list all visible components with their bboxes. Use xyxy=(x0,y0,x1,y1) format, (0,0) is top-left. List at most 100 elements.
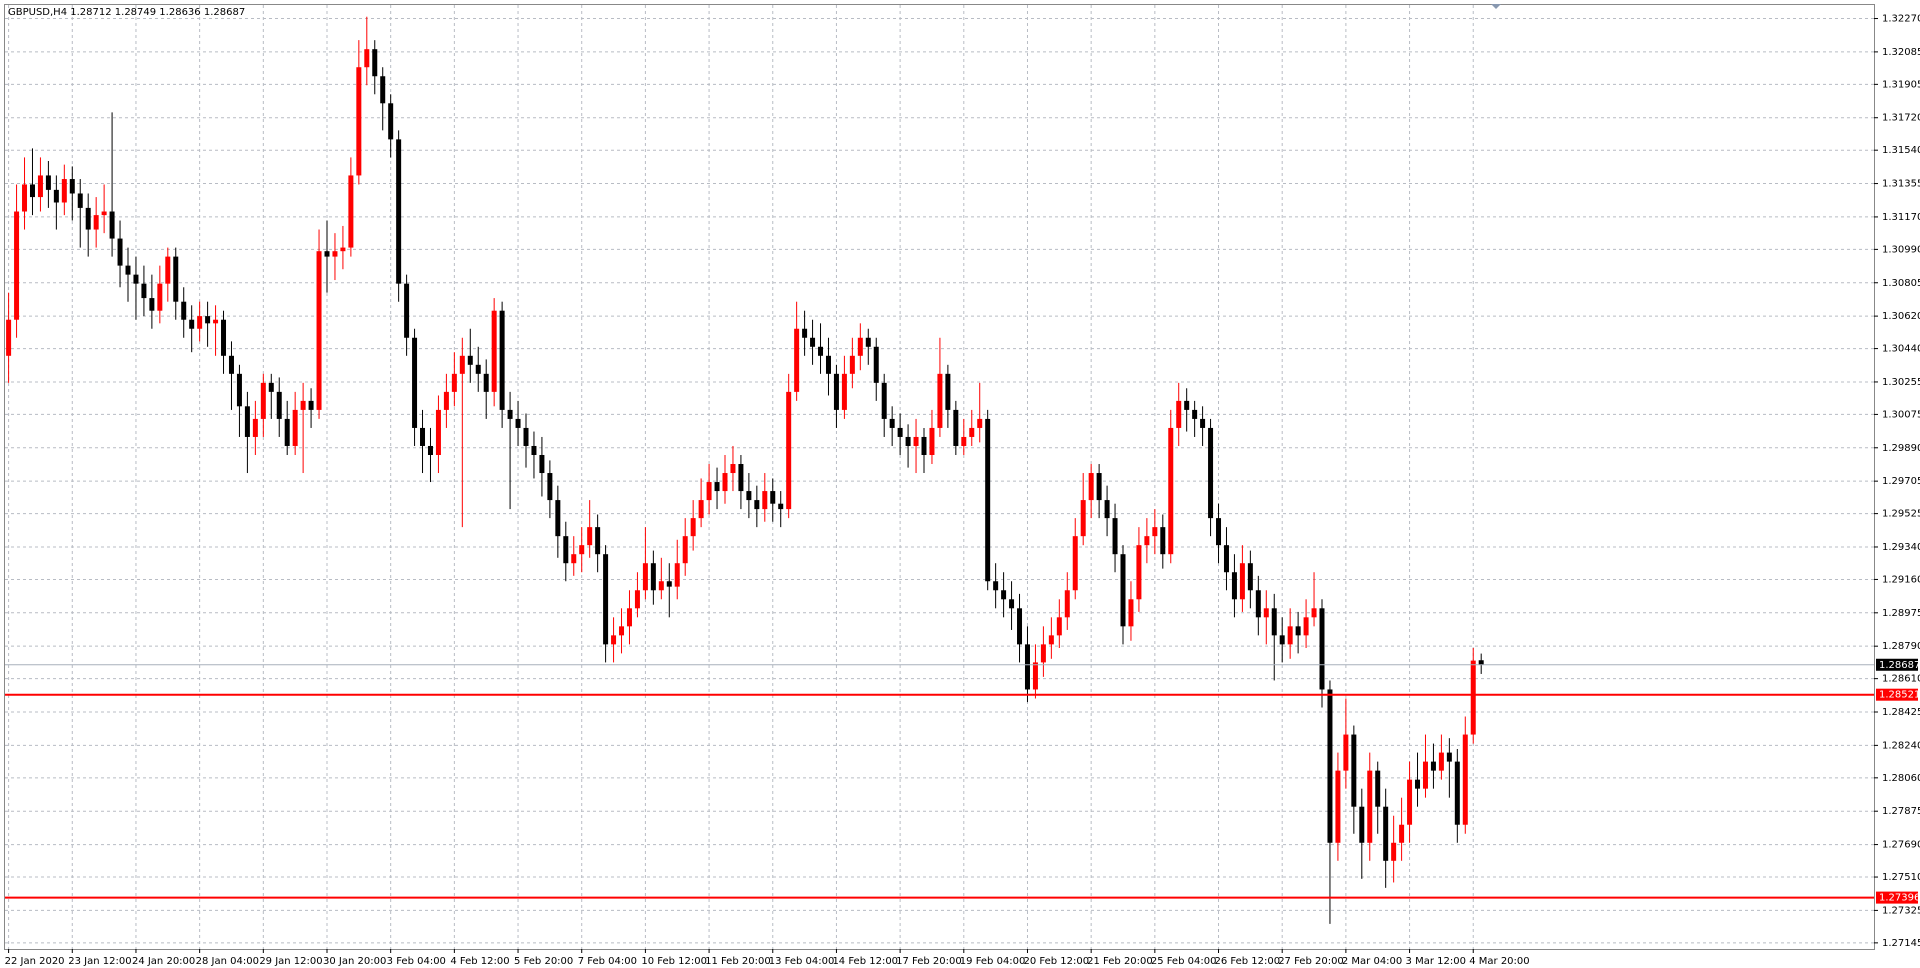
candle-body xyxy=(45,175,51,190)
candle-body xyxy=(833,373,839,410)
scroll-marker xyxy=(1491,4,1501,9)
axes: 1.32270 1.32085 1.31905 1.31720 1.31540 1.313… xyxy=(5,14,1920,967)
candle-body xyxy=(563,536,569,564)
candle-body xyxy=(308,400,314,410)
candle-body xyxy=(1462,734,1468,825)
candle-body xyxy=(316,251,322,410)
candle-body xyxy=(746,491,752,501)
candle-body xyxy=(133,274,139,284)
candle-body xyxy=(1040,644,1046,663)
candle-body xyxy=(165,256,171,284)
candle-body xyxy=(905,436,911,446)
candle-body xyxy=(1422,761,1428,789)
candle-body xyxy=(706,482,712,501)
x-tick-label: 17 Feb 20:00 xyxy=(896,956,962,967)
y-tick-label: 1.31720 xyxy=(1882,113,1920,124)
candle-body xyxy=(1176,400,1182,428)
candle-body xyxy=(332,251,338,257)
x-tick-label: 10 Feb 12:00 xyxy=(641,956,707,967)
candle-body xyxy=(1287,626,1293,645)
candle-body xyxy=(435,409,441,455)
candle-body xyxy=(1279,635,1285,645)
candle-body xyxy=(1391,842,1397,861)
candle-body xyxy=(515,418,521,428)
candle-body xyxy=(714,482,720,492)
candle-body xyxy=(1454,761,1460,825)
candle-body xyxy=(1208,427,1214,519)
candle-body xyxy=(1096,473,1102,501)
plot-area xyxy=(4,4,1875,950)
candle-body xyxy=(197,316,203,329)
candle-body xyxy=(499,310,505,410)
candle-body xyxy=(1009,599,1015,609)
grid xyxy=(5,5,1874,949)
candle-body xyxy=(945,373,951,410)
candle-body xyxy=(762,491,768,510)
x-tick-label: 24 Jan 20:00 xyxy=(132,956,195,967)
candle-body xyxy=(579,545,585,555)
candle-body xyxy=(1319,608,1325,690)
candle-body xyxy=(523,427,529,446)
candle-body xyxy=(642,563,648,591)
candle-body xyxy=(977,418,983,428)
candle-body xyxy=(1192,409,1198,419)
candle-body xyxy=(1048,635,1054,645)
candle-body xyxy=(1478,660,1484,665)
y-tick-label: 1.30805 xyxy=(1882,278,1920,289)
candle-body xyxy=(443,391,449,410)
candle-body xyxy=(857,337,863,356)
candle-body xyxy=(961,436,967,446)
x-tick-label: 4 Mar 20:00 xyxy=(1469,956,1529,967)
candle-body xyxy=(228,355,234,374)
y-tick-label: 1.27690 xyxy=(1882,840,1920,851)
x-tick-label: 3 Feb 04:00 xyxy=(387,956,446,967)
candle-body xyxy=(1088,473,1094,501)
candle-body xyxy=(634,590,640,609)
x-tick-label: 11 Feb 20:00 xyxy=(705,956,771,967)
candle-body xyxy=(571,554,577,564)
candle-body xyxy=(1383,806,1389,861)
candle-body xyxy=(1184,400,1190,410)
x-tick-label: 21 Feb 20:00 xyxy=(1087,956,1153,967)
candle-body xyxy=(1200,418,1206,428)
candle-body xyxy=(141,283,147,299)
candle-body xyxy=(37,175,43,198)
candle-body xyxy=(117,238,123,266)
candle-body xyxy=(268,382,274,392)
y-tick-label: 1.28425 xyxy=(1882,707,1920,718)
candle-body xyxy=(427,445,433,455)
candle-body xyxy=(1024,644,1030,690)
candle-body xyxy=(292,409,298,446)
candle-body xyxy=(483,373,489,392)
candle-body xyxy=(1056,617,1062,636)
x-tick-label: 29 Jan 12:00 xyxy=(259,956,322,967)
x-tick-label: 7 Feb 04:00 xyxy=(578,956,637,967)
candle-body xyxy=(730,464,736,474)
candle-body xyxy=(794,328,800,392)
candles xyxy=(5,16,1874,924)
candle-body xyxy=(881,382,887,419)
y-tick-label: 1.29705 xyxy=(1882,476,1920,487)
price-label-box xyxy=(1876,688,1918,701)
price-label: 1.28521 xyxy=(1879,690,1920,701)
candle-body xyxy=(1375,770,1381,807)
y-tick-label: 1.29160 xyxy=(1882,574,1920,585)
candle-body xyxy=(451,373,457,392)
candle-body xyxy=(913,436,919,446)
candle-body xyxy=(1160,527,1166,555)
candle-body xyxy=(404,283,410,338)
candle-body xyxy=(6,319,12,356)
candle-body xyxy=(650,563,656,591)
candle-body xyxy=(1271,608,1277,636)
candle-body xyxy=(1001,590,1007,600)
candle-body xyxy=(969,427,975,437)
candle-body xyxy=(611,635,617,645)
candle-body xyxy=(14,211,20,320)
x-tick-label: 13 Feb 04:00 xyxy=(769,956,835,967)
y-tick-label: 1.27875 xyxy=(1882,806,1920,817)
candle-body xyxy=(467,355,473,365)
price-label-box xyxy=(1876,891,1918,904)
x-tick-label: 22 Jan 2020 xyxy=(5,956,65,967)
candle-body xyxy=(1359,806,1365,843)
